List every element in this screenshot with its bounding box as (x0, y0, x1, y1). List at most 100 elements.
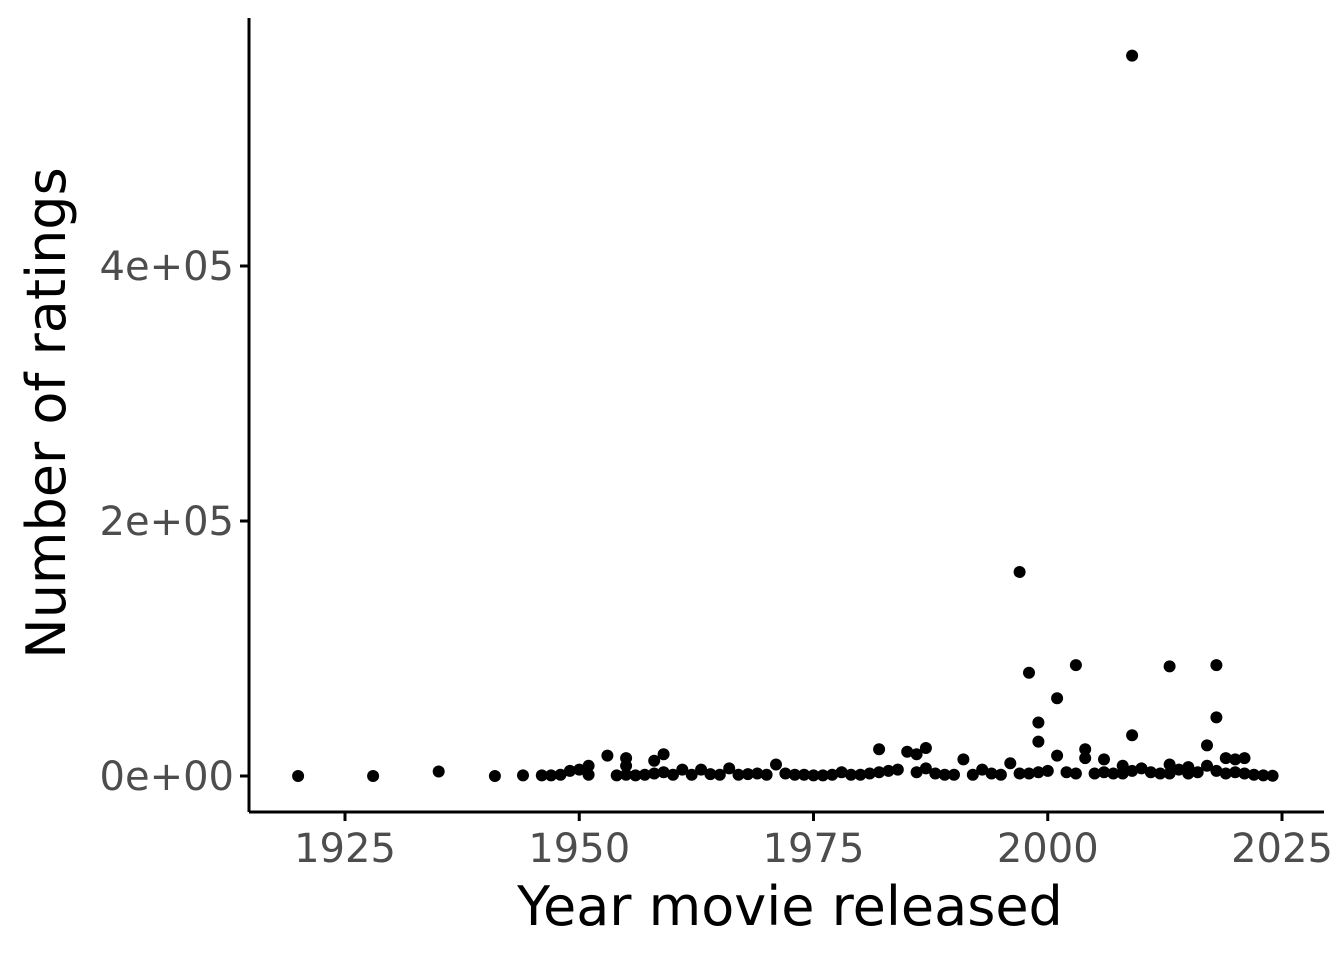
data-point (1219, 752, 1232, 765)
y-tick-label: 2e+05 (100, 499, 234, 545)
data-point (1238, 767, 1251, 780)
y-axis-title: Number of ratings (15, 167, 78, 658)
data-point (685, 768, 698, 781)
x-tick-label: 1950 (528, 826, 630, 872)
data-point (1191, 766, 1204, 779)
data-point (723, 762, 736, 775)
data-point (1257, 769, 1270, 782)
data-point (1098, 753, 1110, 766)
data-point (1004, 757, 1017, 770)
data-point (367, 770, 380, 782)
data-point (1051, 692, 1064, 705)
data-point (629, 769, 642, 782)
data-point (704, 768, 717, 781)
data-point (1201, 739, 1213, 752)
data-point (919, 762, 932, 775)
data-point (648, 767, 661, 780)
data-point (976, 763, 989, 776)
data-point (835, 766, 848, 779)
y-tick-label: 0e+00 (100, 754, 234, 800)
data-point (1126, 49, 1139, 62)
data-point (873, 743, 886, 756)
data-point (1032, 766, 1045, 779)
data-point (807, 769, 820, 782)
x-tick-label: 2025 (1231, 826, 1333, 872)
data-point (929, 767, 942, 780)
data-point (854, 768, 867, 781)
data-point (620, 759, 633, 772)
data-point (1135, 762, 1148, 775)
data-point (938, 768, 951, 781)
data-point (1069, 659, 1082, 672)
data-point (732, 768, 745, 781)
data-point (1023, 767, 1035, 780)
data-point (1126, 729, 1139, 742)
data-point (432, 765, 445, 778)
data-point (573, 763, 586, 776)
data-point (1266, 769, 1279, 782)
data-point (1210, 659, 1223, 672)
data-point (863, 767, 876, 780)
data-point (535, 769, 548, 782)
data-point (1032, 716, 1045, 729)
data-point (638, 768, 651, 781)
data-point (1069, 767, 1082, 780)
data-point (957, 753, 970, 766)
data-point (741, 768, 754, 781)
data-point (798, 768, 811, 781)
data-point (1229, 766, 1242, 779)
data-point (1229, 753, 1242, 766)
data-point (676, 763, 689, 776)
y-tick-label: 4e+05 (100, 244, 234, 290)
data-point (919, 742, 932, 754)
data-point (901, 745, 914, 758)
data-point (488, 770, 501, 782)
data-point (1210, 764, 1223, 777)
points-layer (292, 49, 1279, 782)
data-point (1079, 752, 1092, 765)
data-point (770, 758, 782, 771)
data-point (1182, 767, 1195, 780)
data-point (1013, 566, 1026, 578)
data-point (1126, 764, 1139, 777)
data-point (873, 766, 886, 779)
data-point (826, 768, 839, 781)
axes-layer: 1925 1950 1975 2000 2025 0e+00 2e+05 4e+05 (100, 18, 1333, 872)
data-point (657, 748, 670, 761)
data-point (601, 749, 614, 762)
data-point (1172, 763, 1185, 776)
data-point (610, 769, 623, 782)
data-point (760, 768, 773, 781)
x-tick-label: 2000 (997, 826, 1099, 872)
data-point (657, 766, 670, 779)
data-point (1219, 767, 1232, 780)
data-point (554, 768, 567, 781)
data-point (713, 768, 726, 781)
data-point (788, 768, 801, 781)
data-point (1163, 660, 1176, 673)
data-point (667, 768, 679, 781)
data-point (1032, 735, 1045, 748)
data-point (563, 764, 576, 777)
data-point (1163, 758, 1176, 771)
data-point (1247, 768, 1260, 781)
data-point (779, 767, 792, 780)
data-point (1201, 759, 1213, 772)
data-point (994, 768, 1007, 781)
data-point (1013, 767, 1026, 780)
data-point (1116, 767, 1129, 780)
data-point (695, 763, 708, 776)
data-point (1107, 767, 1120, 780)
data-point (1144, 766, 1157, 779)
data-point (985, 767, 998, 780)
data-point (1098, 766, 1110, 779)
data-point (845, 768, 857, 781)
x-axis-title: Year movie released (516, 875, 1063, 938)
data-point (1060, 766, 1073, 779)
data-point (948, 768, 960, 781)
data-point (582, 759, 595, 772)
data-point (1163, 767, 1176, 780)
x-tick-label: 1975 (763, 826, 865, 872)
data-point (910, 766, 923, 779)
